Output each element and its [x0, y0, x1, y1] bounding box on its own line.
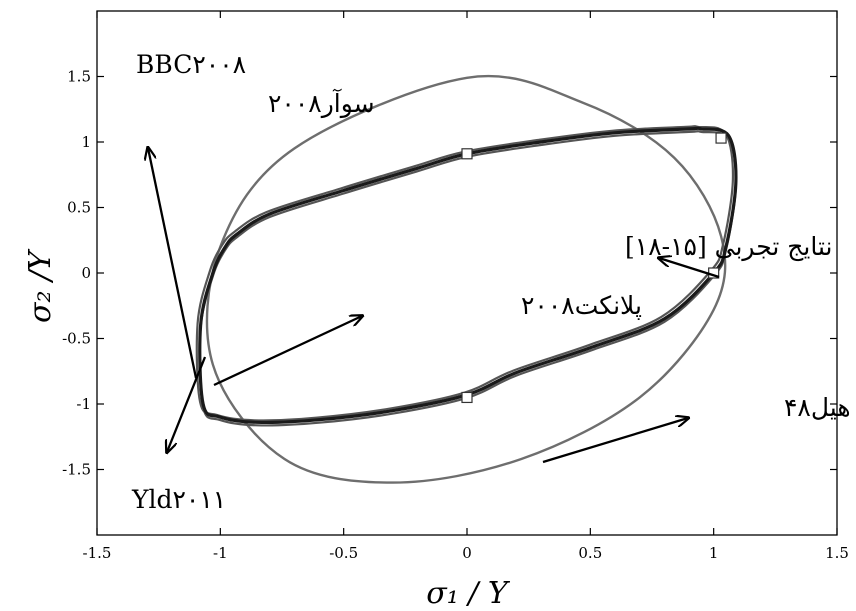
arrow-yld2011	[167, 356, 207, 452]
series-curves	[195, 74, 738, 484]
experimental-point	[461, 148, 473, 160]
annotation-yld2011: Yld۲۰۱۱	[131, 485, 226, 514]
y-tick-label: -0.5	[62, 330, 91, 348]
experimental-point	[461, 391, 473, 404]
y-tick-label: 0.5	[67, 199, 91, 217]
y-axis-label: σ₂ /Y	[23, 248, 58, 323]
x-tick-label: -1.5	[83, 544, 112, 562]
x-tick-label: 1	[709, 544, 719, 562]
annotation-plunkett2008: پلانکت۲۰۰۸	[521, 291, 642, 321]
x-tick-label: 0	[462, 544, 472, 562]
y-tick-label: 1	[81, 133, 91, 151]
y-tick-label: -1.5	[62, 461, 91, 479]
x-tick-label: -0.5	[329, 544, 358, 562]
series-yield-locus-curve	[195, 125, 735, 422]
axis-ticks	[96, 11, 838, 535]
annotation-experimental: نتایج تجربی [۱۵-۱۸]	[625, 232, 832, 262]
x-axis-label: σ₁ / Y	[426, 576, 511, 611]
y-tick-label: 0	[81, 264, 91, 282]
tick-labels: -1.5 -1 -0.5 0 0.5 1 1.5 -1.5 -1 -0.5 0 0.5 1 1.5	[62, 68, 849, 563]
experimental-point	[715, 132, 727, 144]
x-tick-label: -1	[213, 544, 228, 562]
series-ellipse-curve	[205, 74, 727, 484]
annotation-arrows	[148, 148, 720, 464]
annotation-bbc2008: BBC۲۰۰۸	[136, 50, 246, 79]
arrow-bbc2008	[148, 148, 198, 379]
annotation-hill48: هیل۴۸	[784, 393, 851, 422]
series-yield-locus-curve	[198, 126, 738, 425]
annotation-soare2008: سوآر۲۰۰۸	[268, 88, 375, 119]
arrow-plunkett2008	[213, 316, 362, 387]
arrow-experimental	[659, 258, 720, 279]
y-tick-label: -1	[76, 395, 91, 413]
y-tick-label: 1.5	[67, 68, 91, 86]
x-tick-label: 1.5	[825, 544, 849, 562]
arrow-hill48	[542, 418, 688, 464]
x-tick-label: 0.5	[578, 544, 602, 562]
series-yield-locus-curve	[198, 130, 738, 427]
